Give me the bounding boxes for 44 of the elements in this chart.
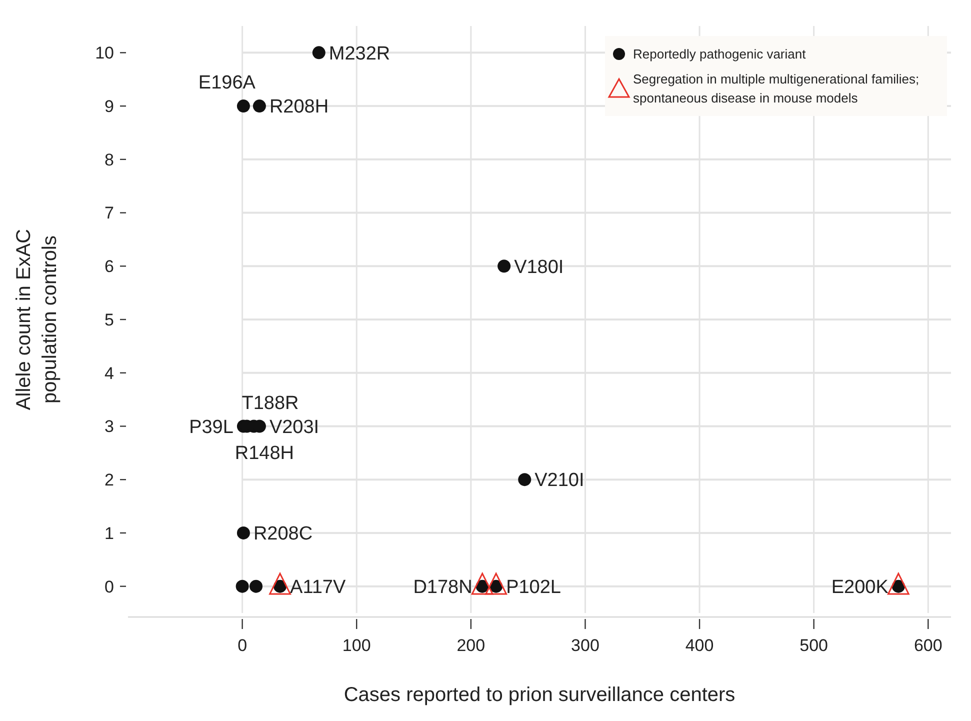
y-tick-label: 9 [104,96,114,116]
x-tick-label: 500 [800,636,828,655]
x-tick-label: 0 [238,636,248,655]
annotation: E196A [198,72,256,94]
annotation: T188R [242,392,299,414]
point [312,46,326,60]
x-tick-label: 300 [571,636,600,655]
x-tick-label: 400 [685,636,714,655]
legend-label: Reportedly pathogenic variant [633,46,806,62]
legend-label: Segregation in multiple multigenerational families; spontaneous disease in mouse models [633,72,920,106]
annotation: P39L [189,416,234,438]
y-tick-label: 7 [104,204,114,223]
annotation: E200K [831,576,889,598]
y-tick-label: 5 [104,310,114,330]
y-tick-label: 3 [104,417,114,436]
x-axis-title: Cases reported to prion surveillance centers [344,684,736,706]
y-tick-label: 0 [104,577,114,596]
annotation: R148H [234,442,294,464]
point [518,473,532,486]
x-tick-label: 600 [914,636,942,655]
y-axis-title: Allele count in ExAC population controls [13,228,61,410]
annotation: V180I [514,256,564,278]
point [236,580,249,593]
annotation: M232R [328,43,390,64]
x-tick-label: 200 [456,636,486,655]
y-tick-label: 8 [104,150,114,170]
y-tick-label: 2 [104,470,114,490]
annotation: V210I [534,470,584,492]
annotation: A117V [290,576,346,598]
annotation: V203I [269,416,320,438]
y-tick-label: 6 [104,257,114,276]
point [252,100,266,113]
point [498,260,511,273]
annotation: R208C [253,524,313,545]
y-tick-label: 10 [95,44,114,63]
point [236,100,250,113]
annotation: P102L [506,576,562,598]
annotation: R208H [269,96,329,118]
annotation: D178N [413,576,472,598]
point [250,580,263,593]
y-tick-label: 1 [104,524,114,543]
x-tick-label: 100 [342,636,371,655]
point [236,526,250,540]
y-tick-label: 4 [104,364,114,383]
